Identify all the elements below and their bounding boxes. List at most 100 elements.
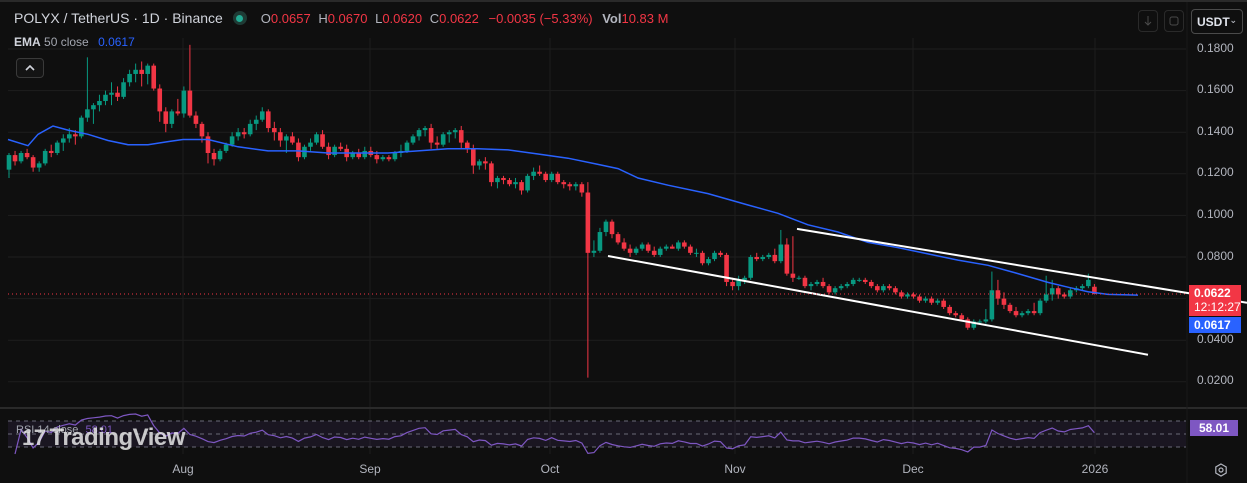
- candle[interactable]: [332, 144, 337, 158]
- candle[interactable]: [416, 128, 422, 141]
- candle[interactable]: [760, 254, 766, 262]
- candle[interactable]: [670, 244, 675, 249]
- candle[interactable]: [350, 150, 356, 160]
- candle[interactable]: [555, 171, 561, 185]
- candle[interactable]: [368, 146, 374, 158]
- candle[interactable]: [627, 244, 633, 257]
- candle[interactable]: [410, 134, 416, 145]
- candle[interactable]: [893, 286, 898, 295]
- candle[interactable]: [85, 57, 90, 122]
- candle[interactable]: [452, 128, 458, 139]
- candle[interactable]: [296, 138, 301, 162]
- candle[interactable]: [808, 281, 814, 291]
- candle[interactable]: [700, 250, 705, 266]
- candle[interactable]: [97, 94, 102, 112]
- candle[interactable]: [561, 180, 567, 189]
- candle[interactable]: [772, 248, 778, 264]
- candle[interactable]: [12, 150, 18, 166]
- candle[interactable]: [591, 240, 597, 257]
- candle[interactable]: [434, 136, 440, 149]
- candle[interactable]: [205, 132, 211, 164]
- candle[interactable]: [947, 304, 952, 316]
- candle[interactable]: [796, 275, 802, 280]
- candle[interactable]: [856, 277, 862, 282]
- candle[interactable]: [983, 309, 989, 324]
- candle[interactable]: [253, 115, 259, 131]
- candle[interactable]: [965, 317, 971, 330]
- candle[interactable]: [229, 132, 235, 147]
- candle[interactable]: [115, 86, 120, 101]
- candle[interactable]: [42, 148, 48, 166]
- candle[interactable]: [36, 161, 42, 172]
- candle[interactable]: [573, 182, 579, 191]
- candle[interactable]: [549, 171, 554, 183]
- candle[interactable]: [284, 134, 289, 153]
- candle[interactable]: [314, 132, 319, 145]
- candle[interactable]: [290, 132, 295, 145]
- candle[interactable]: [929, 296, 934, 305]
- candle[interactable]: [941, 298, 946, 309]
- candle[interactable]: [308, 138, 313, 151]
- candle[interactable]: [911, 292, 916, 299]
- candle[interactable]: [121, 78, 126, 99]
- candle[interactable]: [6, 153, 12, 178]
- candle[interactable]: [103, 90, 108, 106]
- candle[interactable]: [676, 240, 681, 251]
- candle[interactable]: [157, 84, 163, 122]
- candle[interactable]: [748, 254, 753, 280]
- candle[interactable]: [1067, 288, 1073, 299]
- candle[interactable]: [483, 157, 488, 170]
- candle[interactable]: [1013, 306, 1019, 318]
- candle[interactable]: [440, 132, 446, 147]
- candle[interactable]: [217, 148, 223, 162]
- tradingview-logo[interactable]: 17 TradingView: [22, 424, 185, 452]
- candle[interactable]: [1037, 298, 1043, 316]
- candle[interactable]: [585, 182, 591, 378]
- candle[interactable]: [712, 250, 717, 262]
- candle[interactable]: [272, 121, 277, 141]
- candle[interactable]: [1080, 284, 1085, 291]
- collapse-legend-button[interactable]: [16, 58, 44, 78]
- candle[interactable]: [838, 284, 844, 291]
- candle[interactable]: [18, 150, 24, 164]
- candle[interactable]: [1001, 292, 1007, 309]
- candle[interactable]: [917, 294, 922, 303]
- candle[interactable]: [73, 130, 78, 145]
- candle[interactable]: [862, 277, 868, 285]
- candle[interactable]: [645, 242, 651, 253]
- candle[interactable]: [91, 103, 96, 124]
- candle[interactable]: [850, 277, 856, 287]
- candle[interactable]: [477, 159, 482, 170]
- candle[interactable]: [79, 115, 84, 139]
- candle[interactable]: [398, 144, 404, 158]
- candle[interactable]: [615, 232, 621, 245]
- candle[interactable]: [537, 165, 542, 176]
- candle[interactable]: [139, 61, 144, 87]
- candle[interactable]: [519, 180, 524, 195]
- symbol-title[interactable]: POLYX / TetherUS · 1D · Binance: [14, 10, 223, 26]
- candle[interactable]: [688, 244, 693, 255]
- candle[interactable]: [633, 246, 639, 255]
- candle[interactable]: [151, 63, 157, 91]
- candle[interactable]: [597, 227, 603, 253]
- candle[interactable]: [193, 111, 199, 129]
- currency-select[interactable]: USDT ⌄: [1191, 9, 1243, 34]
- candle[interactable]: [639, 242, 645, 251]
- fullscreen-button[interactable]: [1164, 10, 1184, 32]
- candle[interactable]: [1019, 311, 1025, 318]
- candle[interactable]: [356, 148, 362, 160]
- candle[interactable]: [820, 277, 826, 289]
- candle[interactable]: [235, 128, 241, 141]
- candle[interactable]: [832, 286, 838, 295]
- candle[interactable]: [844, 281, 850, 289]
- candle[interactable]: [778, 229, 784, 264]
- settings-icon[interactable]: [1214, 463, 1228, 477]
- candle[interactable]: [169, 109, 175, 129]
- candle[interactable]: [694, 248, 699, 257]
- candle[interactable]: [163, 107, 169, 133]
- candle[interactable]: [338, 142, 343, 151]
- candle[interactable]: [953, 311, 959, 318]
- candle[interactable]: [145, 63, 150, 85]
- candle[interactable]: [730, 277, 735, 291]
- candle[interactable]: [621, 238, 627, 251]
